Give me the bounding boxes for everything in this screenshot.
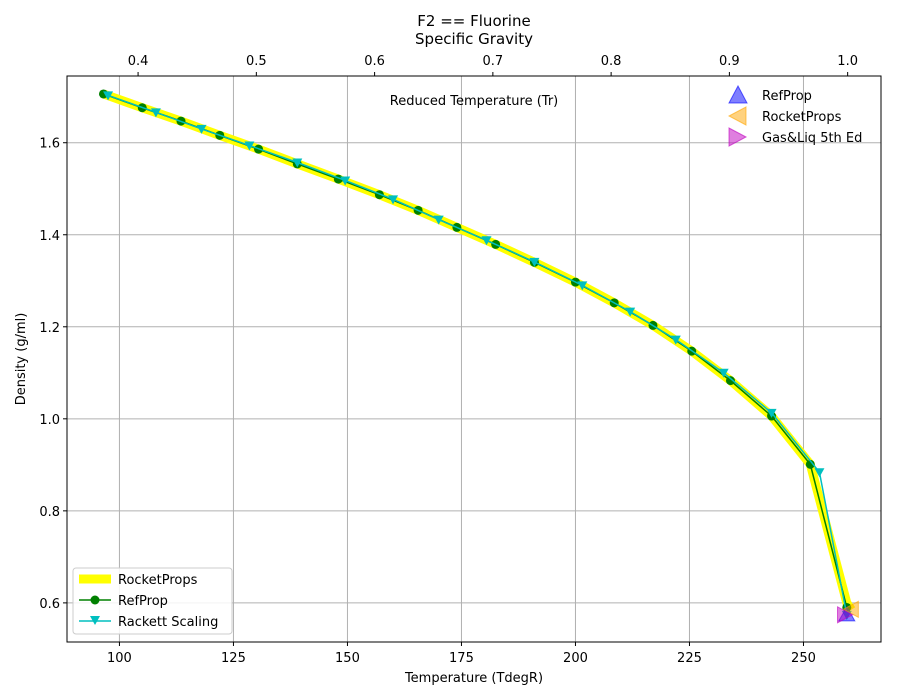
x-tick-label: 100: [107, 651, 132, 666]
rackett-point: [433, 215, 444, 225]
chart-title: F2 == Fluorine: [417, 12, 530, 30]
critical-point-marker: [837, 606, 854, 624]
legend-label-gasliq-pt: Gas&Liq 5th Ed: [762, 131, 862, 146]
rackett-point: [766, 408, 777, 418]
y-axis-ticks: 0.6 0.8 1.0 1.2 1.4 1.6: [39, 137, 67, 612]
x-tick-label: 175: [449, 651, 474, 666]
rackett-point: [103, 91, 114, 101]
refprop-point: [726, 376, 736, 386]
rackett-point: [577, 281, 588, 291]
y-tick-label: 1.4: [39, 229, 60, 244]
rackett-point: [388, 195, 399, 205]
rackett-point: [150, 108, 161, 118]
top-x-tick-label: 0.7: [483, 54, 504, 69]
legend-label-rocketprops: RocketProps: [118, 573, 198, 588]
rackett-point: [196, 124, 207, 134]
rackett-point: [529, 257, 540, 267]
rackett-point: [718, 368, 729, 378]
legend-marker-refprop: [90, 595, 100, 605]
rackett-point: [292, 158, 303, 168]
x-axis-ticks: 100 125 150 175 200 225 250: [107, 642, 816, 666]
legend-marker-rackett: [90, 616, 100, 625]
x-tick-label: 150: [335, 651, 360, 666]
rackett-point: [244, 141, 255, 151]
legend-bottom-left: RocketProps RefProp Rackett Scaling: [72, 567, 233, 635]
rackett-point: [670, 335, 681, 345]
y-tick-label: 1.0: [39, 413, 60, 428]
legend-label-refprop-pt: RefProp: [762, 89, 812, 104]
y-tick-label: 0.8: [39, 505, 60, 520]
y-axis-label: Density (g/ml): [14, 313, 29, 406]
plot-area: [67, 76, 881, 642]
legend-label-refprop: RefProp: [118, 594, 168, 609]
top-x-tick-label: 0.4: [128, 54, 149, 69]
legend-marker-gasliq-pt: [728, 127, 748, 147]
top-axis-label: Reduced Temperature (Tr): [390, 94, 558, 109]
grid: [67, 76, 881, 642]
top-x-tick-label: 0.9: [719, 54, 740, 69]
legend-bottom-left-frame: [72, 567, 233, 635]
x-tick-label: 250: [791, 651, 816, 666]
rackett-point: [625, 307, 636, 317]
x-tick-label: 125: [221, 651, 246, 666]
rackett-point: [340, 176, 351, 186]
x-tick-label: 225: [677, 651, 702, 666]
refprop-point: [805, 459, 815, 469]
rackett-point: [814, 468, 825, 478]
critical-point-marker: [842, 600, 859, 619]
top-x-tick-label: 1.0: [837, 54, 858, 69]
legend-marker-rocketprops-pt: [727, 106, 747, 126]
y-tick-label: 0.6: [39, 597, 60, 612]
top-x-tick-label: 0.6: [364, 54, 385, 69]
chart-subtitle: Specific Gravity: [415, 30, 533, 48]
legend-top-right: RefProp RocketProps Gas&Liq 5th Ed: [727, 84, 862, 147]
x-axis-label: Temperature (TdegR): [404, 671, 543, 686]
top-x-tick-label: 0.8: [601, 54, 622, 69]
legend-label-rackett: Rackett Scaling: [118, 615, 218, 630]
legend-marker-refprop-pt: [728, 84, 748, 104]
y-tick-label: 1.6: [39, 137, 60, 152]
x-tick-label: 200: [563, 651, 588, 666]
top-x-tick-label: 0.5: [246, 54, 267, 69]
series-layer: [98, 89, 859, 624]
legend-label-rocketprops-pt: RocketProps: [762, 110, 842, 125]
top-axis-ticks: 0.4 0.5 0.6 0.7 0.8 0.9 1.0: [128, 54, 858, 76]
plot-frame: [66, 75, 882, 643]
rackett-point: [481, 236, 492, 246]
y-tick-label: 1.2: [39, 321, 60, 336]
